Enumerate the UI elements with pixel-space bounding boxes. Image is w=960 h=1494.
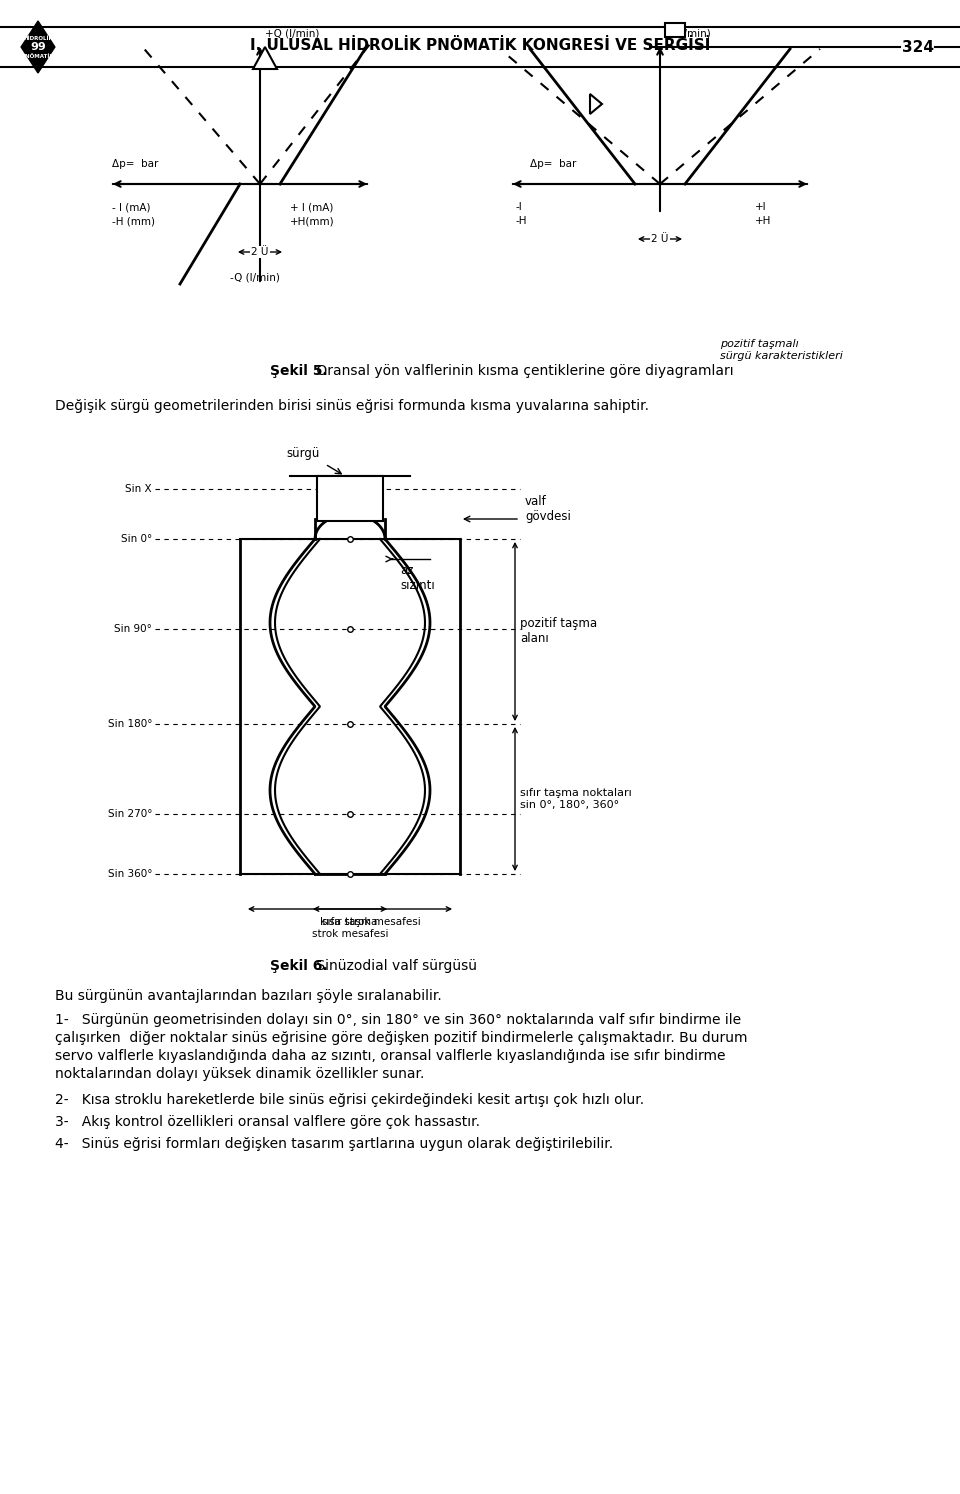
- Text: - I (mA): - I (mA): [112, 202, 151, 212]
- Text: 99: 99: [30, 42, 46, 52]
- Text: sıfır taşma noktaları
sin 0°, 180°, 360°: sıfır taşma noktaları sin 0°, 180°, 360°: [520, 789, 632, 810]
- Text: Sin 360°: Sin 360°: [108, 870, 152, 878]
- Text: Bu sürgünün avantajlarından bazıları şöyle sıralanabilir.: Bu sürgünün avantajlarından bazıları şöy…: [55, 989, 442, 1002]
- Text: az
sızıntı: az sızıntı: [400, 565, 435, 592]
- Text: +H: +H: [755, 217, 772, 226]
- Text: Değişik sürgü geometrilerinden birisi sinüs eğrisi formunda kısma yuvalarına sah: Değişik sürgü geometrilerinden birisi si…: [55, 399, 649, 412]
- Bar: [665, 22, 685, 37]
- Text: Δp=  bar: Δp= bar: [112, 158, 158, 169]
- Text: sürgü: sürgü: [287, 448, 320, 460]
- Text: çalışırken  diğer noktalar sinüs eğrisine göre değişken pozitif bindirmelerle ça: çalışırken diğer noktalar sinüs eğrisine…: [55, 1031, 748, 1044]
- Text: HİDROLİK: HİDROLİK: [23, 36, 53, 40]
- Text: kısa strok mesafesi: kısa strok mesafesi: [320, 917, 420, 926]
- Text: PNÖMATİK: PNÖMATİK: [22, 54, 55, 58]
- Text: -H (mm): -H (mm): [112, 217, 155, 226]
- Text: 4-   Sinüs eğrisi formları değişken tasarım şartlarına uygun olarak değiştirileb: 4- Sinüs eğrisi formları değişken tasarı…: [55, 1137, 613, 1150]
- Text: valf
gövdesi: valf gövdesi: [525, 495, 571, 523]
- Text: +I: +I: [755, 202, 767, 212]
- Polygon shape: [590, 94, 602, 114]
- Polygon shape: [21, 21, 55, 73]
- Text: 324: 324: [902, 39, 934, 54]
- Text: pozitif taşma
alanı: pozitif taşma alanı: [520, 617, 597, 645]
- Text: -H: -H: [515, 217, 526, 226]
- Text: Sin 90°: Sin 90°: [114, 624, 152, 633]
- Text: servo valflerle kıyaslandığında daha az sızıntı, oransal valflerle kıyaslandığın: servo valflerle kıyaslandığında daha az …: [55, 1049, 726, 1064]
- Text: Sinüzodial valf sürgüsü: Sinüzodial valf sürgüsü: [312, 959, 477, 973]
- Text: +Q (l/min): +Q (l/min): [265, 28, 320, 39]
- Text: 2-   Kısa stroklu hareketlerde bile sinüs eğrisi çekirdeğindeki kesit artışı çok: 2- Kısa stroklu hareketlerde bile sinüs …: [55, 1094, 644, 1107]
- Text: Oransal yön valflerinin kısma çentiklerine göre diyagramları: Oransal yön valflerinin kısma çentikleri…: [312, 365, 733, 378]
- Text: +H(mm): +H(mm): [290, 217, 335, 226]
- Text: -I: -I: [515, 202, 521, 212]
- Text: 2 Ü: 2 Ü: [252, 247, 269, 257]
- Text: sıfır taşma
strok mesafesi: sıfır taşma strok mesafesi: [312, 917, 388, 938]
- Text: Sin 0°: Sin 0°: [121, 533, 152, 544]
- Text: Δp=  bar: Δp= bar: [530, 158, 576, 169]
- Text: + I (mA): + I (mA): [290, 202, 333, 212]
- Text: Sin 180°: Sin 180°: [108, 719, 152, 729]
- Text: Sin X: Sin X: [126, 484, 152, 495]
- Text: 3-   Akış kontrol özellikleri oransal valflere göre çok hassastır.: 3- Akış kontrol özellikleri oransal valf…: [55, 1115, 480, 1129]
- Text: Şekil 6.: Şekil 6.: [270, 959, 327, 973]
- Text: Q (l/min): Q (l/min): [665, 28, 710, 39]
- Text: noktalarından dolayı yüksek dinamik özellikler sunar.: noktalarından dolayı yüksek dinamik özel…: [55, 1067, 424, 1082]
- Text: pozitif taşmalı
sürgü karakteristikleri: pozitif taşmalı sürgü karakteristikleri: [720, 339, 843, 360]
- Text: Şekil 5.: Şekil 5.: [270, 365, 327, 378]
- Text: 2 Ü: 2 Ü: [651, 235, 669, 244]
- Polygon shape: [253, 46, 277, 69]
- Bar: [317, 477, 383, 521]
- Text: -Q (l/min): -Q (l/min): [230, 272, 280, 282]
- Text: 1-   Sürgünün geometrisinden dolayı sin 0°, sin 180° ve sin 360° noktalarında va: 1- Sürgünün geometrisinden dolayı sin 0°…: [55, 1013, 741, 1026]
- Text: I. ULUSAL HİDROLİK PNÖMATİK KONGRESİ VE SERGİSİ: I. ULUSAL HİDROLİK PNÖMATİK KONGRESİ VE …: [250, 39, 710, 54]
- Text: Sin 270°: Sin 270°: [108, 808, 152, 819]
